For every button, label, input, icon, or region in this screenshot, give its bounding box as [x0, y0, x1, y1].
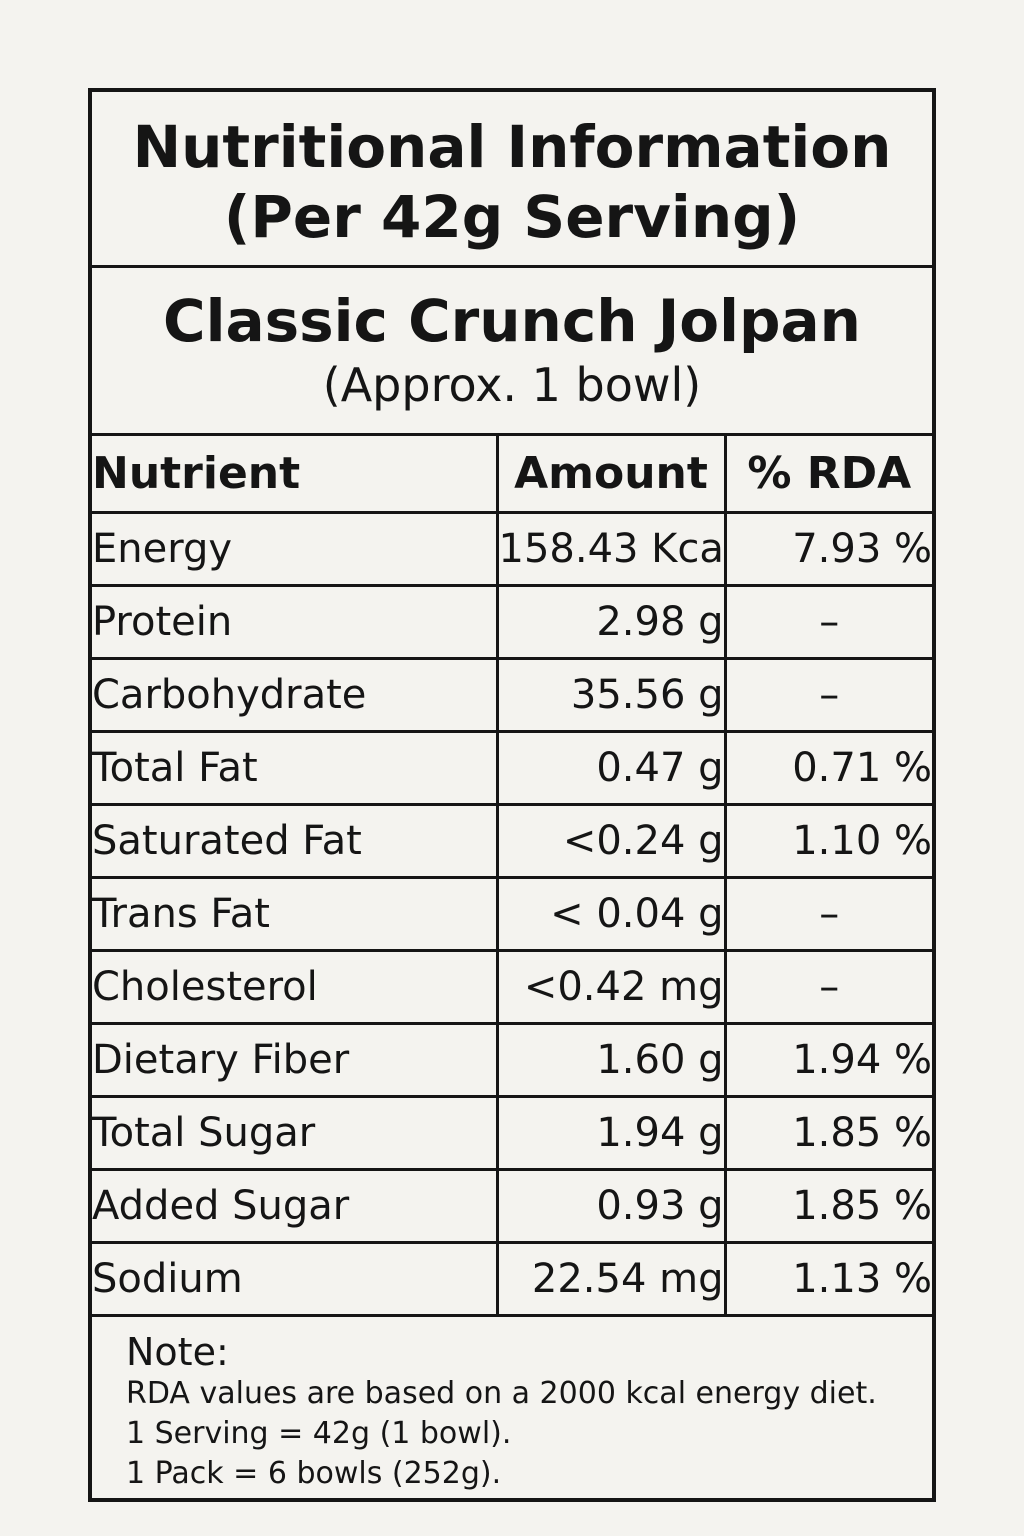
nutrient-name: Energy [92, 510, 499, 587]
nutrient-name: Total Sugar [92, 1094, 499, 1171]
nutrient-rda: 1.13 % [723, 1240, 932, 1317]
note-section: Note: RDA values are based on a 2000 kca… [126, 1330, 906, 1494]
note-line: RDA values are based on a 2000 kcal ener… [126, 1376, 877, 1411]
nutrient-rda: 1.94 % [723, 1021, 932, 1098]
note-title: Note: [126, 1330, 229, 1374]
nutrient-rda: 1.10 % [723, 802, 932, 879]
nutrient-rda: – [723, 583, 932, 660]
nutrient-rda: 7.93 % [723, 510, 932, 587]
nutrient-amount: 0.93 g [495, 1167, 727, 1244]
product-header: Classic Crunch Jolpan (Approx. 1 bowl) [92, 268, 932, 436]
nutrient-amount: 2.98 g [495, 583, 727, 660]
nutrient-amount: <0.42 mg [495, 948, 727, 1025]
note-line: 1 Pack = 6 bowls (252g). [126, 1456, 502, 1491]
nutrition-label: Nutritional Information (Per 42g Serving… [88, 88, 936, 1502]
table-row: Trans Fat < 0.04 g – [92, 875, 932, 952]
nutrient-rda: – [723, 948, 932, 1025]
table-header-row: Nutrient Amount % RDA [92, 436, 932, 514]
nutrient-name: Carbohydrate [92, 656, 499, 733]
nutrient-rda: – [723, 875, 932, 952]
nutrient-name: Saturated Fat [92, 802, 499, 879]
label-header: Nutritional Information (Per 42g Serving… [92, 92, 932, 268]
nutrient-name: Trans Fat [92, 875, 499, 952]
nutrient-amount: <0.24 g [495, 802, 727, 879]
nutrient-amount: 158.43 Kcal [495, 510, 727, 587]
table-row: Total Fat 0.47 g 0.71 % [92, 729, 932, 806]
nutrient-amount: 1.60 g [495, 1021, 727, 1098]
table-row: Cholesterol <0.42 mg – [92, 948, 932, 1025]
column-header-nutrient: Nutrient [92, 436, 499, 514]
note-line: 1 Serving = 42g (1 bowl). [126, 1416, 512, 1451]
nutrient-rda: 1.85 % [723, 1167, 932, 1244]
label-title: Nutritional Information [132, 113, 892, 181]
nutrient-name: Cholesterol [92, 948, 499, 1025]
table-row: Carbohydrate 35.56 g – [92, 656, 932, 733]
nutrient-amount: 35.56 g [495, 656, 727, 733]
nutrient-amount: 0.47 g [495, 729, 727, 806]
table-row: Energy 158.43 Kcal 7.93 % [92, 510, 932, 587]
nutrient-name: Protein [92, 583, 499, 660]
nutrient-name: Sodium [92, 1240, 499, 1317]
nutrient-name: Total Fat [92, 729, 499, 806]
nutrient-rda: 1.85 % [723, 1094, 932, 1171]
table-row: Total Sugar 1.94 g 1.85 % [92, 1094, 932, 1171]
nutrient-name: Dietary Fiber [92, 1021, 499, 1098]
table-row: Sodium 22.54 mg 1.13 % [92, 1240, 932, 1317]
nutrient-amount: < 0.04 g [495, 875, 727, 952]
label-serving-size: (Per 42g Serving) [223, 183, 801, 251]
column-header-rda: % RDA [723, 436, 932, 514]
table-row: Saturated Fat <0.24 g 1.10 % [92, 802, 932, 879]
nutrition-table: Nutrient Amount % RDA Energy 158.43 Kcal… [92, 436, 932, 1317]
product-name: Classic Crunch Jolpan [163, 287, 861, 355]
nutrient-name: Added Sugar [92, 1167, 499, 1244]
column-header-amount: Amount [495, 436, 727, 514]
table-row: Protein 2.98 g – [92, 583, 932, 660]
nutrient-rda: 0.71 % [723, 729, 932, 806]
table-row: Added Sugar 0.93 g 1.85 % [92, 1167, 932, 1244]
nutrient-amount: 1.94 g [495, 1094, 727, 1171]
table-row: Dietary Fiber 1.60 g 1.94 % [92, 1021, 932, 1098]
nutrient-rda: – [723, 656, 932, 733]
nutrient-amount: 22.54 mg [495, 1240, 727, 1317]
serving-description: (Approx. 1 bowl) [322, 358, 702, 412]
